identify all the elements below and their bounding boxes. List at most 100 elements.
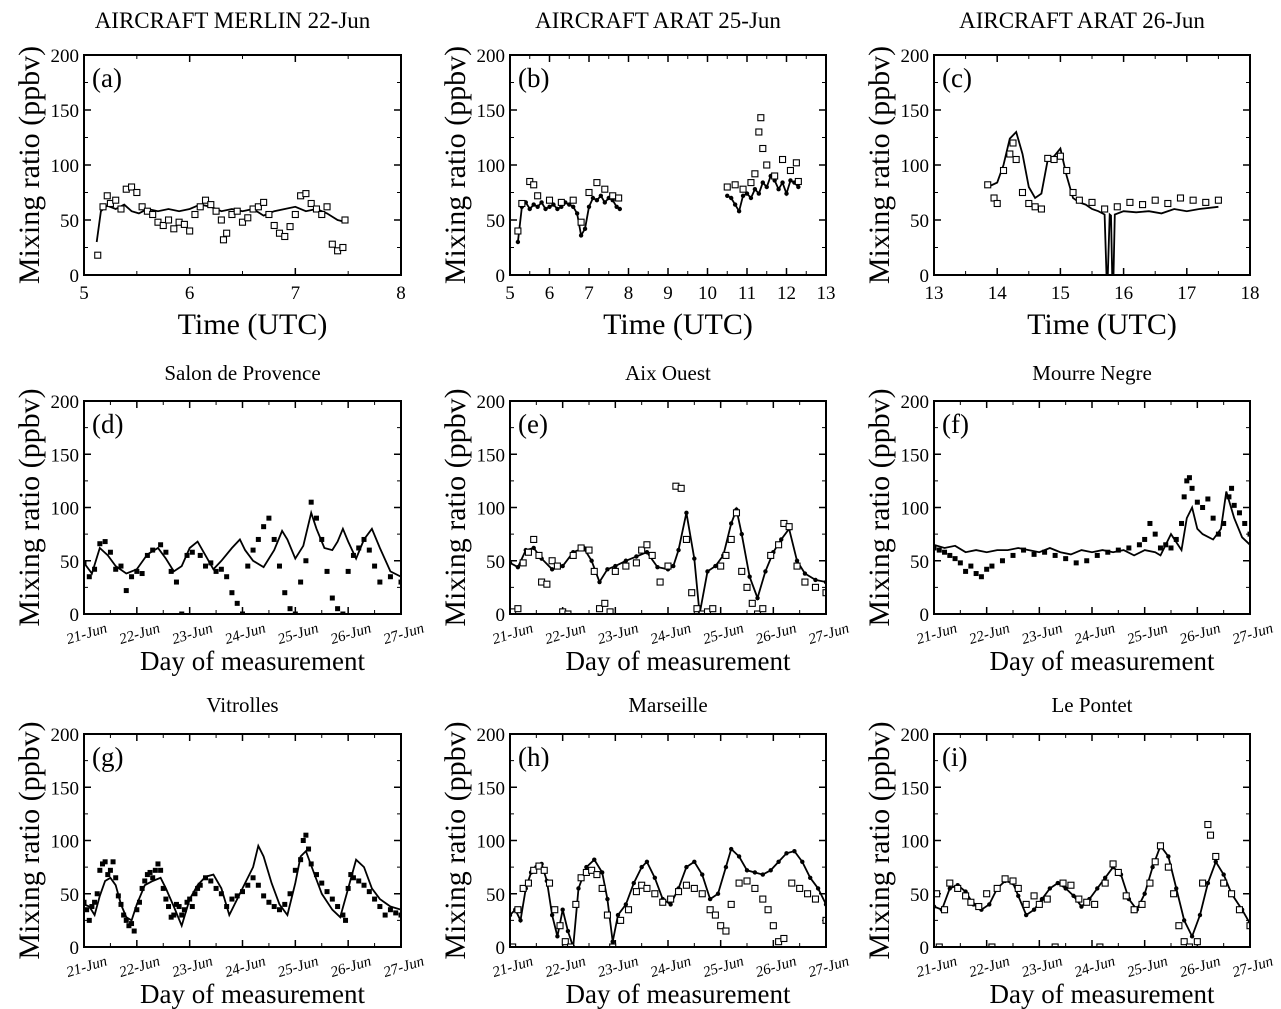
plot-frame <box>509 400 827 615</box>
data-point <box>340 912 346 918</box>
data-point <box>1055 880 1060 886</box>
x-tick-label: 8 <box>624 283 634 304</box>
data-point <box>123 588 129 594</box>
data-point <box>218 566 224 572</box>
data-point <box>711 911 719 919</box>
data-point <box>545 196 554 204</box>
panel-title: AIRCRAFT ARAT 26-Jun <box>959 8 1205 33</box>
series-line <box>934 491 1250 557</box>
data-point <box>1096 943 1104 947</box>
panel-label: (b) <box>518 63 549 93</box>
data-point <box>1009 139 1017 147</box>
data-point <box>382 912 388 918</box>
data-point <box>1189 485 1195 491</box>
data-point <box>1130 906 1138 914</box>
x-tick-label: 26-Jun <box>754 620 799 647</box>
data-point <box>348 872 354 878</box>
data-point <box>1101 205 1109 213</box>
data-point <box>984 566 990 572</box>
y-tick-label: 100 <box>901 499 930 520</box>
data-point <box>617 916 625 924</box>
data-point <box>822 916 826 924</box>
data-point <box>759 605 767 613</box>
x-axis-label: Day of measurement <box>990 979 1215 1009</box>
data-point <box>128 183 136 191</box>
data-point <box>519 884 527 892</box>
data-point <box>229 896 235 902</box>
data-point <box>753 610 762 614</box>
data-point <box>1012 155 1020 164</box>
data-point <box>656 578 664 586</box>
data-point <box>1063 166 1071 175</box>
data-point <box>1056 152 1064 160</box>
data-point <box>203 563 209 569</box>
data-point <box>572 900 580 908</box>
plot-area <box>84 832 401 934</box>
data-point <box>1022 900 1030 908</box>
y-tick-label: 0 <box>920 605 930 626</box>
x-tick-label: 23-Jun <box>1020 953 1065 980</box>
data-point <box>113 566 119 572</box>
x-tick-label: 5 <box>79 283 89 304</box>
data-point <box>1014 884 1022 892</box>
data-point <box>92 566 98 572</box>
data-point <box>254 203 262 211</box>
data-point <box>1181 494 1187 500</box>
data-point <box>555 206 560 212</box>
data-point <box>1242 520 1248 526</box>
data-point <box>590 195 596 201</box>
data-point <box>94 891 100 897</box>
data-point <box>219 236 228 244</box>
data-point <box>149 210 157 219</box>
panel-label: (d) <box>92 409 123 439</box>
data-point <box>574 211 580 216</box>
data-point <box>722 551 730 559</box>
data-point <box>698 610 706 614</box>
data-point <box>764 184 769 190</box>
data-point <box>593 179 601 187</box>
panel-title: Salon de Provence <box>164 361 320 385</box>
data-point <box>84 560 87 566</box>
data-point <box>89 904 95 910</box>
x-tick-label: 25-Jun <box>701 953 746 980</box>
y-tick-label: 200 <box>901 392 930 413</box>
data-point <box>785 523 793 531</box>
data-point <box>306 846 312 852</box>
data-point <box>763 569 768 574</box>
data-point <box>684 510 689 516</box>
data-point <box>751 884 759 892</box>
y-tick-label: 0 <box>70 938 80 959</box>
x-tick-label: 10 <box>698 283 717 304</box>
data-point <box>313 872 319 878</box>
data-point <box>313 515 319 521</box>
data-point <box>601 185 609 193</box>
data-point <box>1136 542 1142 548</box>
data-point <box>164 216 173 224</box>
data-point <box>1075 895 1083 903</box>
data-point <box>605 896 610 902</box>
data-point <box>952 556 958 562</box>
plot-frame <box>83 733 402 948</box>
data-point <box>113 875 119 881</box>
data-point <box>131 928 137 934</box>
x-tick-label: 23-Jun <box>596 620 641 647</box>
data-point <box>756 191 762 196</box>
x-tick-label: 13 <box>817 283 836 304</box>
data-point <box>776 859 781 864</box>
data-point <box>1109 860 1117 868</box>
data-point <box>569 551 577 559</box>
data-point <box>197 552 203 558</box>
y-tick-label: 200 <box>477 392 506 413</box>
x-tick-label: 23-Jun <box>596 953 641 980</box>
data-point <box>179 611 185 614</box>
data-point <box>1168 545 1174 551</box>
data-point <box>1031 203 1039 211</box>
data-point <box>535 204 540 209</box>
y-axis-label: Mixing ratio (ppbv) <box>439 46 472 284</box>
data-point <box>339 243 347 252</box>
data-point <box>518 918 523 923</box>
y-tick-label: 100 <box>51 499 80 520</box>
data-point <box>585 188 593 197</box>
y-tick-label: 100 <box>901 156 930 177</box>
data-point <box>286 223 294 231</box>
